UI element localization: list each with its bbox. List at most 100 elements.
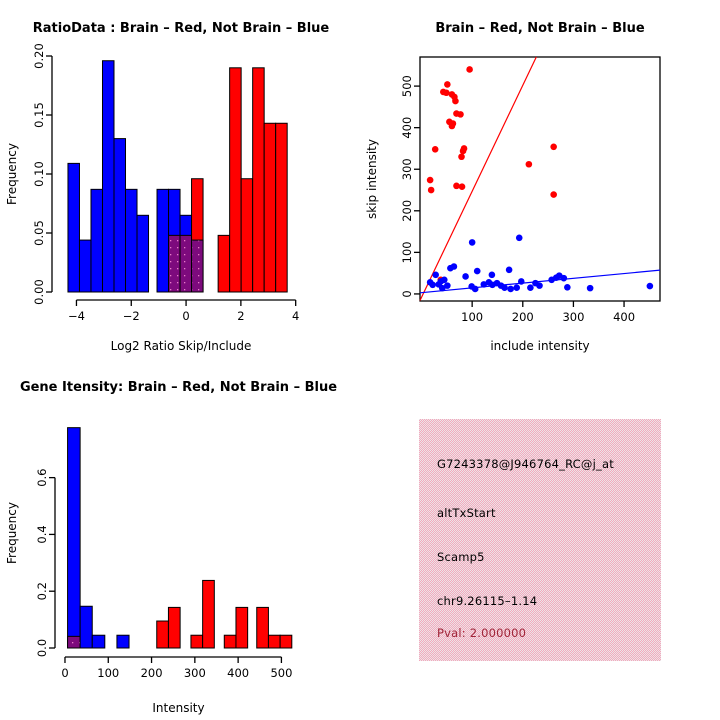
- y-tick-label: 200: [400, 200, 414, 222]
- y-tick-label: 100: [400, 241, 414, 263]
- hist-bar-red: [202, 579, 215, 649]
- x-axis: 100 200 300 400: [461, 301, 635, 324]
- axes: Gene Itensity: Brain – Red, Not Brain – …: [5, 380, 337, 715]
- scatter-point-red: [427, 186, 435, 194]
- x-axis-label: Intensity: [152, 701, 204, 715]
- hist-bar-blue: [67, 427, 81, 649]
- gene-intensity-histogram-chart: Gene Itensity: Brain – Red, Not Brain – …: [5, 380, 337, 715]
- x-axis-label: Log2 Ratio Skip/Include: [111, 339, 252, 353]
- scatter-point-red: [457, 111, 464, 118]
- y-tick-label: 500: [400, 75, 414, 97]
- hist-bar-red: [223, 634, 237, 649]
- hist-bar-red: [279, 634, 293, 649]
- y-tick-label: 400: [400, 117, 414, 139]
- hist-bar-blue: [113, 138, 127, 293]
- y-tick-label: 0.2: [35, 582, 49, 600]
- panel-intensity-scatter: Brain – Red, Not Brain – Blue include int…: [360, 0, 720, 360]
- x-tick-label: 200: [141, 666, 163, 680]
- scatter-point-blue: [560, 274, 568, 282]
- x-tick-label: 100: [97, 666, 119, 680]
- scatter-point-blue: [441, 276, 448, 284]
- y-axis-label: skip intensity: [365, 139, 379, 219]
- scatter-point-blue: [426, 278, 434, 286]
- axes: Brain – Red, Not Brain – Blue include int…: [365, 21, 645, 353]
- hist-bar-red: [267, 634, 281, 649]
- scatter-point-blue: [438, 284, 446, 292]
- scatter-point-blue: [517, 278, 525, 285]
- hist-bars: [67, 60, 288, 293]
- hist-bar-red: [263, 122, 277, 293]
- x-tick-label: 0: [61, 666, 68, 680]
- scatter-point-blue: [507, 285, 514, 293]
- scatter-point-red: [459, 147, 467, 155]
- x-tick-label: 400: [613, 310, 635, 324]
- hist-overlap-bar: [168, 234, 181, 293]
- hist-bar-red: [252, 67, 265, 293]
- y-tick-label: 0.20: [32, 43, 46, 69]
- panel-gene-info: G7243378@J946764_RC@j_at altTxStart Scam…: [360, 360, 720, 720]
- x-tick-label: 500: [270, 666, 292, 680]
- y-tick-label: 0.05: [32, 220, 46, 246]
- locus-text: chr9.26115–1.14: [437, 594, 538, 608]
- y-tick-label: 0: [400, 290, 414, 297]
- hist-bar-blue: [78, 239, 92, 293]
- x-axis: 0 100 200 300 400 500: [61, 656, 292, 680]
- x-tick-label: 400: [227, 666, 249, 680]
- hist-overlap-bar: [67, 635, 81, 649]
- hist-bar-blue: [90, 188, 103, 293]
- chart-title: RatioData : Brain – Red, Not Brain – Blu…: [33, 21, 330, 36]
- x-axis: −4 −2 0 2 4: [68, 299, 299, 323]
- hist-bars: [67, 427, 293, 649]
- hist-bar-red: [229, 67, 242, 293]
- y-axis: 0 100 200 300 400 500: [400, 75, 420, 298]
- scatter-point-red: [431, 145, 439, 153]
- chart-title: Gene Itensity: Brain – Red, Not Brain – …: [20, 380, 337, 395]
- scatter-point-blue: [432, 271, 439, 279]
- hist-bar-red: [190, 634, 204, 649]
- gene-name-text: Scamp5: [437, 550, 485, 564]
- scatter-point-blue: [527, 284, 534, 291]
- hist-bar-blue: [67, 162, 80, 293]
- scatter-point-blue: [471, 285, 479, 293]
- ratio-histogram-chart: RatioData : Brain – Red, Not Brain – Blu…: [5, 21, 330, 353]
- scatter-point-blue: [536, 282, 543, 289]
- x-tick-label: 300: [184, 666, 206, 680]
- hist-overlap-bar: [179, 234, 193, 293]
- x-tick-label: 300: [562, 310, 584, 324]
- scatter-point-blue: [501, 284, 508, 291]
- y-axis: 0.00 0.05 0.10 0.15 0.20: [32, 43, 53, 305]
- y-tick-label: 0.15: [32, 102, 46, 128]
- panel-gene-intensity-histogram: Gene Itensity: Brain – Red, Not Brain – …: [0, 360, 360, 720]
- y-tick-label: 0.10: [32, 161, 46, 187]
- scatter-point-blue: [515, 234, 523, 242]
- scatter-point-red: [458, 153, 465, 161]
- y-axis: 0.0 0.2 0.4 0.6: [35, 468, 56, 657]
- x-axis-label: include intensity: [490, 339, 589, 353]
- panel-ratio-histogram: RatioData : Brain – Red, Not Brain – Blu…: [0, 0, 360, 360]
- scatter-point-blue: [505, 266, 513, 274]
- hist-bar-red: [256, 606, 269, 649]
- red-fit-line: [419, 56, 537, 301]
- intensity-scatter-chart: Brain – Red, Not Brain – Blue include int…: [365, 21, 661, 353]
- pval-text: Pval: 2.000000: [437, 626, 527, 640]
- scatter-point-red: [550, 143, 557, 151]
- hist-bar-blue: [101, 60, 115, 293]
- scatter-point-red: [458, 183, 466, 190]
- scatter-point-red: [525, 160, 533, 168]
- scatter-point-red: [426, 176, 434, 184]
- hist-bar-blue: [156, 188, 170, 293]
- hist-bar-red: [156, 620, 169, 649]
- x-tick-label: 4: [292, 309, 299, 323]
- scatter-point-red: [453, 182, 460, 190]
- x-tick-label: −2: [123, 309, 140, 323]
- gene-info-box: G7243378@J946764_RC@j_at altTxStart Scam…: [419, 419, 661, 661]
- y-axis-label: Frequency: [5, 502, 19, 564]
- x-tick-label: −4: [68, 309, 85, 323]
- scatter-point-blue: [513, 284, 521, 291]
- y-axis-label: Frequency: [5, 143, 19, 205]
- y-tick-label: 0.0: [35, 639, 49, 657]
- hist-bar-red: [275, 122, 288, 293]
- scatter-point-blue: [462, 273, 469, 280]
- y-tick-label: 0.4: [35, 525, 49, 543]
